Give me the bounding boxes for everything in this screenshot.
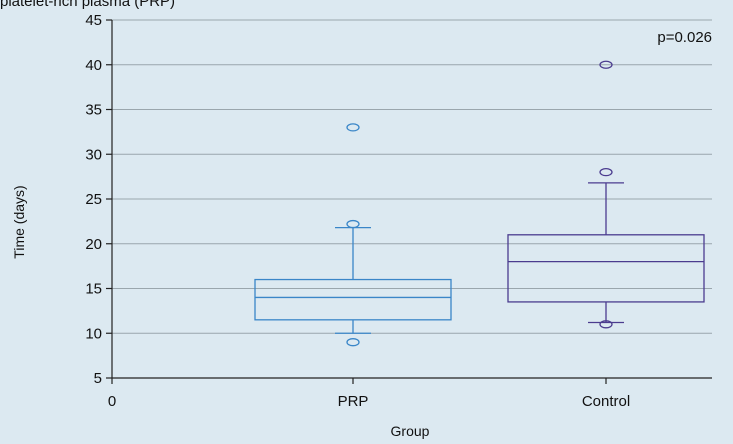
y-tick-label: 45 (85, 12, 102, 29)
x-tick-label-prp: PRP (338, 393, 369, 410)
y-tick-label: 15 (85, 281, 102, 298)
axes (106, 19, 712, 384)
outlier-point (599, 60, 613, 69)
y-axis-title: Time (days) (11, 185, 27, 258)
x-axis-title: Group (391, 423, 430, 439)
y-tick-label: 25 (85, 191, 102, 208)
y-tick-label: 20 (85, 236, 102, 253)
y-tick-label: 35 (85, 102, 102, 119)
box-control (507, 60, 705, 329)
y-tick-label: 40 (85, 57, 102, 74)
outlier-point (599, 167, 613, 177)
outlier-point (346, 123, 360, 132)
outlier-point (346, 338, 360, 347)
iqr-box (254, 278, 452, 321)
outlier-point (346, 219, 360, 229)
p-value-annotation: p=0.026 (657, 29, 712, 46)
outlier-point (599, 320, 613, 329)
iqr-box (507, 234, 705, 303)
box-series (254, 60, 705, 347)
figure-caption: platelet-rich plasma (PRP) (0, 0, 175, 10)
x-tick-labels: 0 PRP Control (108, 393, 630, 410)
x-tick-label-origin: 0 (108, 393, 116, 410)
box-prp (254, 123, 452, 347)
y-tick-label: 5 (94, 370, 102, 387)
gridlines (112, 19, 712, 334)
y-tick-label: 30 (85, 146, 102, 163)
x-tick-label-control: Control (582, 393, 630, 410)
y-tick-label: 10 (85, 325, 102, 342)
y-tick-labels: 5 10 15 20 25 30 35 40 45 (85, 12, 102, 387)
